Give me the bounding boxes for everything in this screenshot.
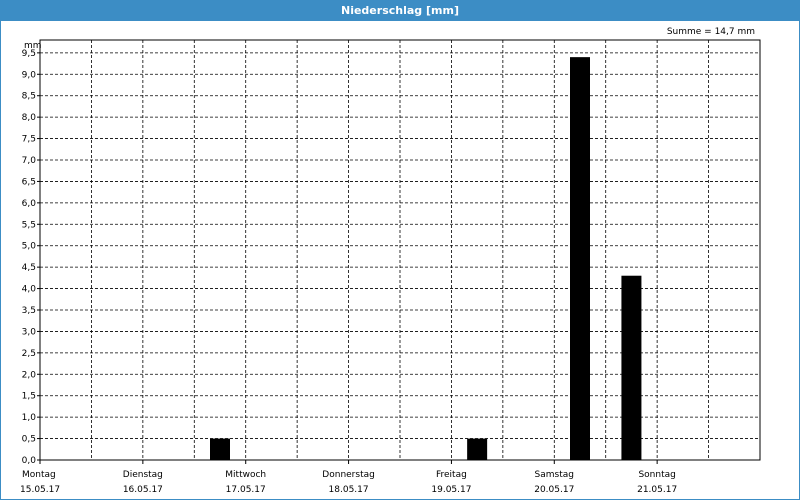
x-date-label: 19.05.17: [431, 485, 471, 495]
y-tick-label: 3,0: [22, 327, 37, 337]
chart-title: Niederschlag [mm]: [1, 1, 799, 21]
x-date-label: 21.05.17: [637, 485, 677, 495]
x-date-label: 17.05.17: [226, 485, 266, 495]
y-tick-label: 1,0: [22, 413, 37, 423]
precipitation-bar: [467, 438, 488, 460]
x-day-label: Freitag: [436, 470, 467, 480]
y-tick-label: 4,0: [22, 285, 37, 295]
x-day-label: Montag: [22, 470, 56, 480]
x-day-label: Sonntag: [638, 470, 675, 480]
y-axis-unit: mm: [24, 41, 42, 51]
x-day-label: Mittwoch: [225, 470, 266, 480]
y-tick-label: 0,0: [22, 456, 37, 466]
y-tick-label: 1,5: [22, 392, 36, 402]
y-tick-label: 5,0: [22, 242, 37, 252]
precipitation-bar: [210, 438, 230, 460]
precipitation-bar: [570, 57, 590, 461]
plot-area: [39, 39, 761, 461]
y-tick-label: 7,0: [22, 156, 37, 166]
total-sum-label: Summe = 14,7 mm: [667, 27, 755, 37]
x-day-label: Dienstag: [123, 470, 163, 480]
y-tick-label: 5,5: [22, 220, 36, 230]
y-tick-label: 6,5: [22, 177, 36, 187]
x-date-label: 16.05.17: [123, 485, 163, 495]
y-tick-label: 9,0: [22, 70, 37, 80]
x-date-label: 15.05.17: [20, 485, 60, 495]
x-day-label: Samstag: [535, 470, 574, 480]
x-date-label: 20.05.17: [534, 485, 574, 495]
precipitation-bar: [621, 275, 642, 460]
x-date-label: 18.05.17: [329, 485, 369, 495]
y-tick-label: 6,0: [22, 199, 37, 209]
y-tick-label: 8,5: [22, 92, 36, 102]
x-day-label: Donnerstag: [322, 470, 375, 480]
y-tick-label: 7,5: [22, 135, 36, 145]
y-tick-label: 2,5: [22, 349, 36, 359]
y-tick-label: 4,5: [22, 263, 36, 273]
y-tick-label: 8,0: [22, 113, 37, 123]
y-tick-label: 3,5: [22, 306, 36, 316]
y-tick-label: 0,5: [22, 435, 36, 445]
y-tick-label: 2,0: [22, 370, 37, 380]
y-tick-label: 9,5: [22, 49, 36, 59]
